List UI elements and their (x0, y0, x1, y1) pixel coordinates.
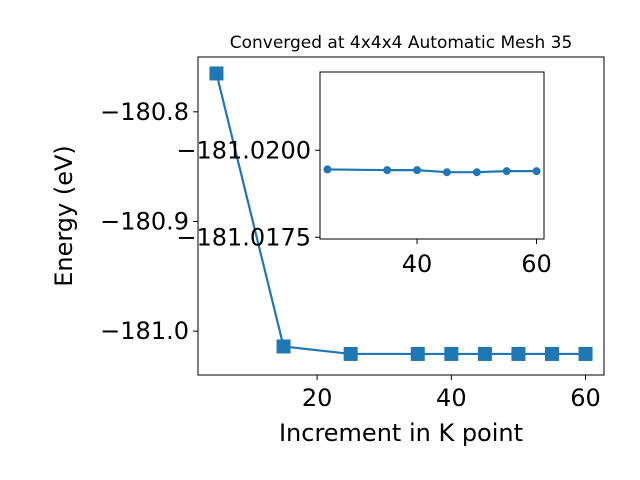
inset-axes: 40 60 −181.0200 −181.0175 (176, 136, 551, 278)
x-axis-label: Increment in K point (279, 419, 523, 447)
main-axes: 20 40 60 −180.8 −180.9 −181.0 (100, 98, 601, 412)
main-data-point (444, 346, 459, 361)
inset-plot-frame (319, 71, 545, 240)
inset-x-tick-label: 40 (402, 250, 433, 278)
inset-data-point (532, 167, 541, 176)
inset-data-point (442, 168, 451, 177)
y-axis-label: Energy (eV) (50, 145, 78, 287)
inset-data-point (383, 166, 392, 175)
main-series (209, 66, 593, 361)
inset-y-tick-label: −181.0200 (176, 136, 311, 164)
main-data-point (511, 346, 526, 361)
main-x-tick-label: 20 (302, 384, 333, 412)
inset-series (323, 165, 541, 177)
main-data-point (343, 346, 358, 361)
main-y-tick-label: −180.9 (100, 207, 189, 235)
inset-y-tick-label: −181.0175 (176, 223, 311, 251)
main-x-tick-label: 40 (436, 384, 467, 412)
inset-x-tick-label: 60 (521, 250, 552, 278)
main-x-tick-label: 60 (570, 384, 601, 412)
main-y-tick-label: −181.0 (100, 317, 189, 345)
main-data-point (544, 346, 559, 361)
inset-data-point (323, 165, 332, 174)
main-data-point (477, 346, 492, 361)
main-data-point (578, 346, 593, 361)
chart-title: Converged at 4x4x4 Automatic Mesh 35 (230, 33, 573, 53)
main-data-point (209, 66, 224, 81)
inset-data-point (413, 166, 422, 175)
main-data-point (276, 339, 291, 354)
main-data-point (410, 346, 425, 361)
main-y-tick-label: −180.8 (100, 98, 189, 126)
inset-data-point (502, 167, 511, 176)
inset-data-point (472, 168, 481, 177)
